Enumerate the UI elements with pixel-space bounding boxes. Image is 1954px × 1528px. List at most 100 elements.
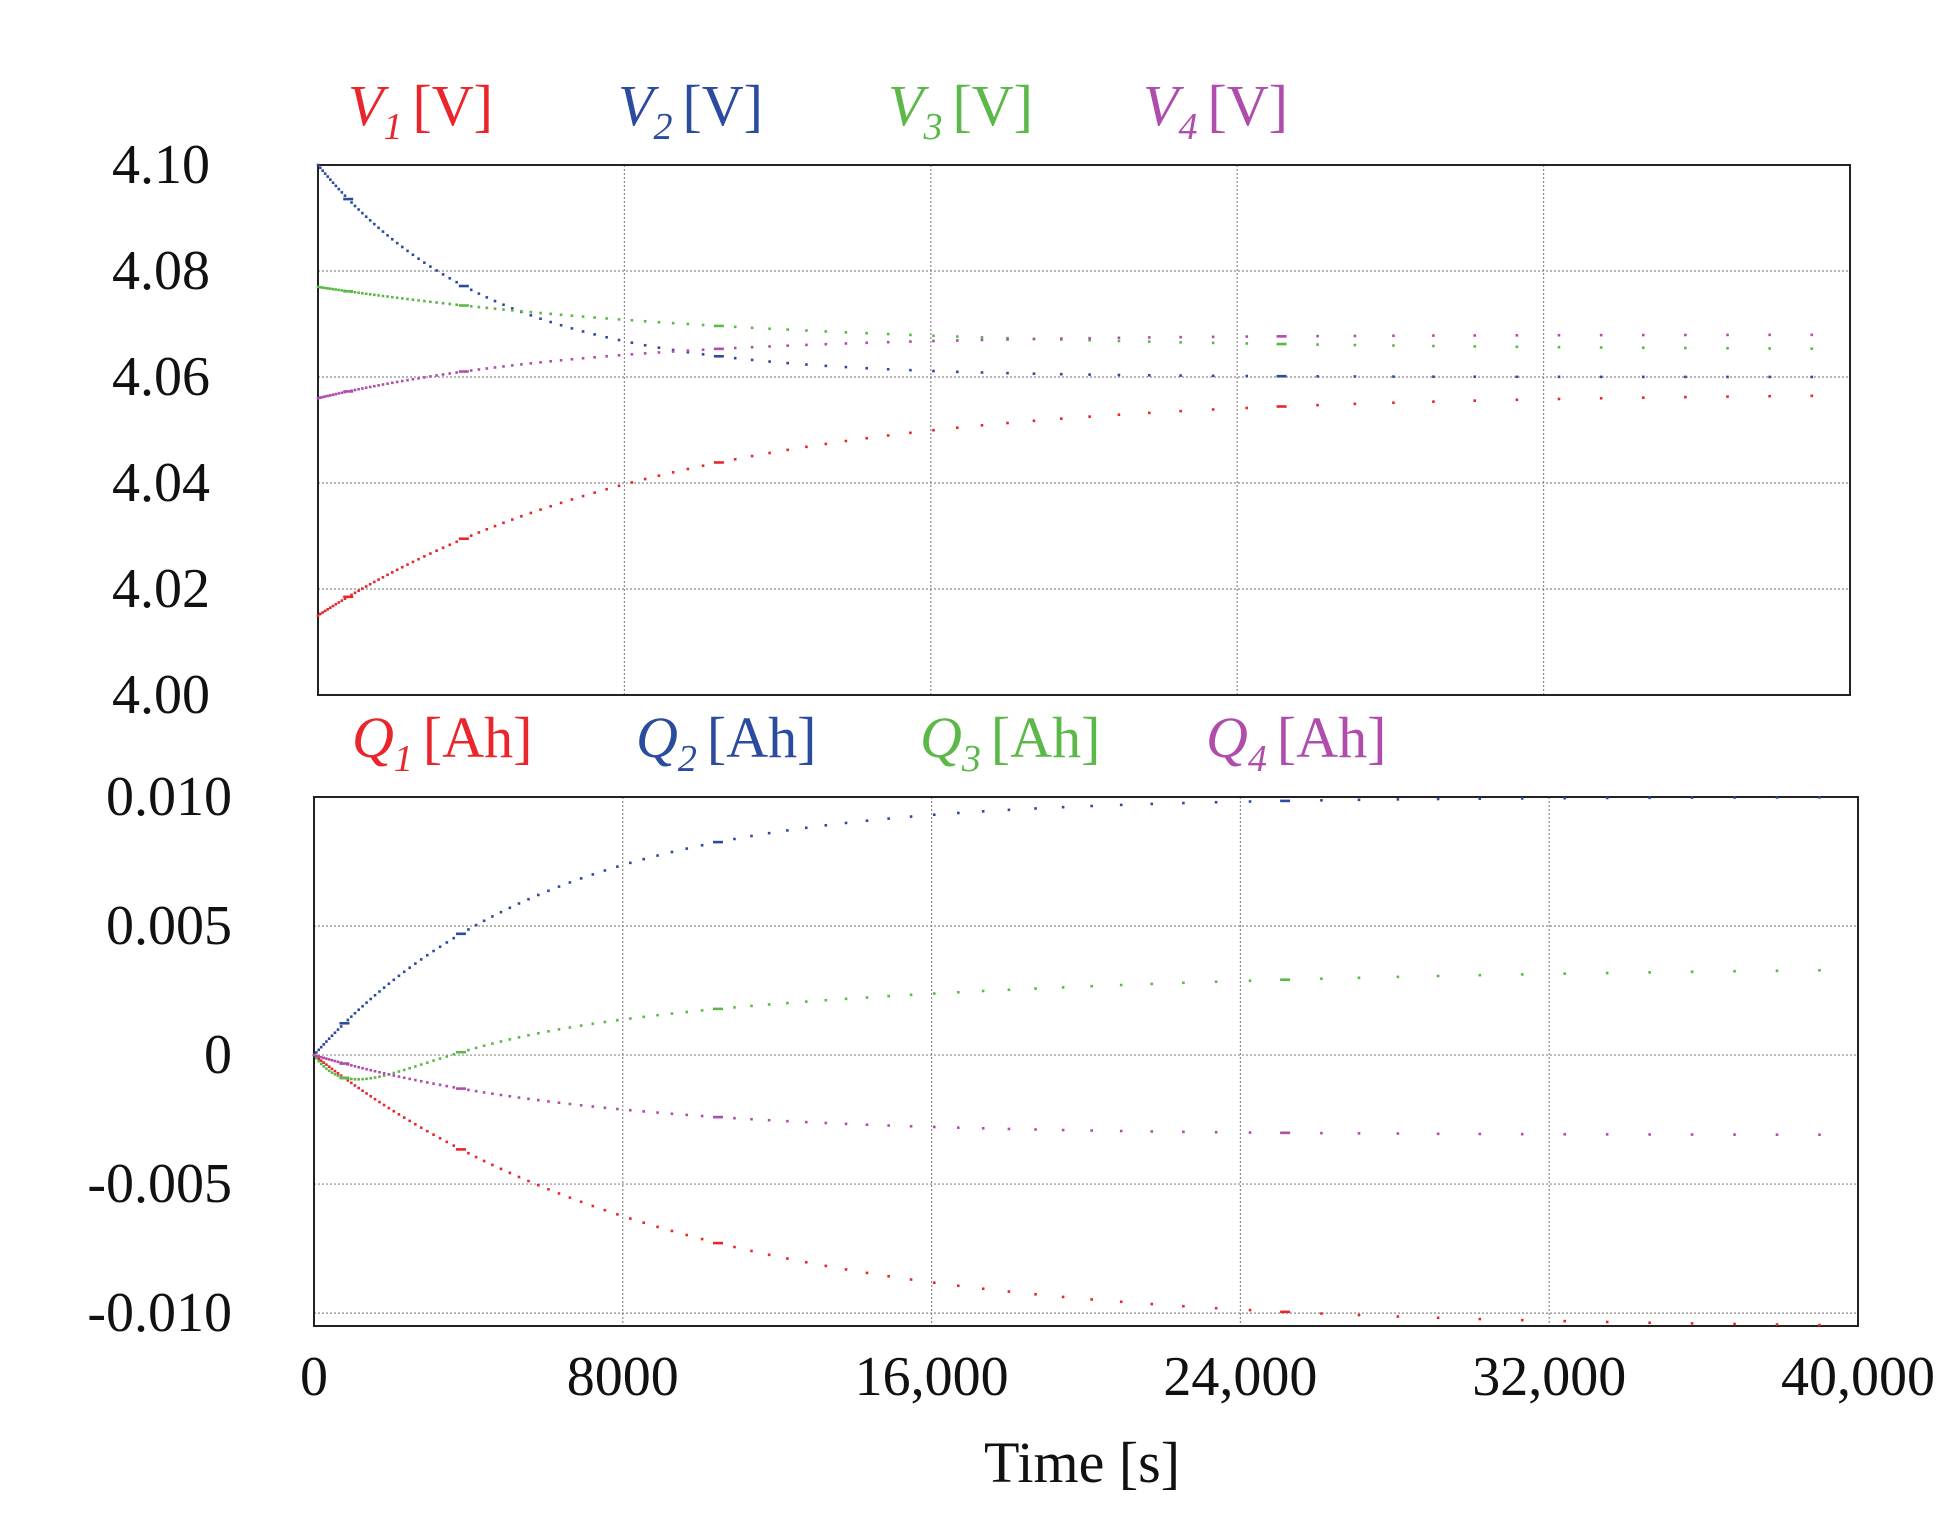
data-point — [1090, 1298, 1093, 1301]
charge-panel: -0.010 -0.005 0 0.005 0.010 Q1 [Ah] Q2 [Ah] Q3 [Ah… — [87, 705, 1859, 1344]
data-point — [1034, 807, 1037, 810]
data-point — [591, 1204, 595, 1208]
data-point — [529, 314, 533, 317]
y-tick-label: 4.02 — [112, 558, 210, 620]
data-point — [400, 245, 404, 249]
data-point — [1357, 1313, 1361, 1317]
data-point — [411, 560, 415, 564]
data-point — [570, 357, 574, 361]
data-point — [390, 571, 394, 574]
data-point — [657, 320, 661, 324]
data-point — [1032, 372, 1036, 375]
data-point — [1684, 375, 1687, 379]
data-point — [1768, 347, 1771, 350]
data-point — [1245, 335, 1249, 338]
data-point — [441, 273, 445, 276]
data-point — [1088, 339, 1091, 342]
data-point — [411, 298, 415, 302]
data-point — [824, 442, 828, 446]
data-point — [581, 494, 585, 498]
data-point — [642, 1015, 646, 1019]
data-point — [1090, 984, 1093, 988]
data-point — [339, 1076, 350, 1080]
data-point — [353, 290, 357, 294]
data-point — [491, 915, 494, 918]
data-point — [455, 540, 458, 544]
data-point — [570, 327, 574, 330]
data-point — [390, 295, 394, 299]
data-point — [1473, 375, 1477, 379]
data-point — [1641, 346, 1645, 350]
data-point — [448, 276, 452, 280]
data-point — [343, 390, 354, 393]
data-point — [315, 1054, 318, 1058]
data-point — [1119, 1129, 1123, 1133]
data-point — [455, 303, 458, 307]
data-point — [579, 1024, 583, 1027]
data-point — [1061, 1128, 1065, 1132]
data-point — [400, 565, 404, 569]
data-point — [361, 387, 364, 390]
data-point — [1357, 976, 1361, 980]
data-point — [387, 1073, 391, 1076]
data-point — [377, 294, 380, 297]
data-point — [419, 1063, 423, 1066]
data-point — [517, 1096, 521, 1099]
data-point — [336, 1028, 340, 1031]
data-point — [1316, 334, 1319, 338]
data-point — [361, 211, 364, 215]
data-point — [865, 341, 868, 345]
data-point — [316, 285, 320, 289]
data-point — [1515, 334, 1519, 337]
data-point — [423, 555, 426, 558]
data-point — [485, 528, 489, 531]
data-point — [386, 295, 389, 298]
data-point — [844, 997, 848, 1001]
data-point — [865, 1271, 869, 1275]
data-point — [346, 1063, 350, 1066]
data-point — [1392, 344, 1395, 347]
data-point — [824, 1121, 828, 1125]
legend-entry-q2: Q2 [Ah] — [636, 705, 816, 780]
data-point — [887, 994, 890, 998]
data-point — [329, 394, 332, 397]
data-point — [547, 889, 550, 893]
data-point — [452, 1086, 456, 1089]
data-point — [1599, 396, 1603, 400]
data-point — [1211, 374, 1215, 378]
data-point — [323, 286, 327, 290]
data-point — [339, 1025, 343, 1028]
data-point — [408, 1119, 411, 1123]
data-point — [357, 1065, 360, 1069]
data-point — [591, 873, 595, 876]
data-point — [1775, 1323, 1779, 1326]
data-point — [1392, 401, 1395, 405]
plot-frame — [317, 164, 1851, 696]
data-point — [1147, 373, 1151, 377]
data-point — [957, 1284, 960, 1288]
data-point — [1775, 1133, 1779, 1136]
data-point — [1432, 344, 1435, 348]
data-point — [1810, 333, 1814, 337]
data-point — [502, 303, 505, 307]
data-point — [1007, 988, 1011, 992]
data-point — [887, 817, 890, 820]
data-point — [865, 996, 869, 999]
data-point — [387, 1106, 391, 1110]
data-point — [458, 304, 469, 307]
legend-entry-v1: V1 [V] — [348, 73, 493, 148]
data-point — [337, 601, 341, 604]
data-point — [1353, 402, 1357, 406]
data-point — [786, 328, 789, 331]
series-v1 — [316, 394, 1814, 617]
data-point — [373, 384, 376, 388]
data-point — [334, 288, 338, 291]
data-point — [805, 343, 808, 347]
data-point — [467, 928, 470, 931]
data-point — [629, 1017, 632, 1020]
data-point — [455, 1087, 466, 1090]
data-point — [1179, 340, 1182, 344]
data-point — [593, 355, 596, 359]
data-point — [382, 1103, 386, 1107]
